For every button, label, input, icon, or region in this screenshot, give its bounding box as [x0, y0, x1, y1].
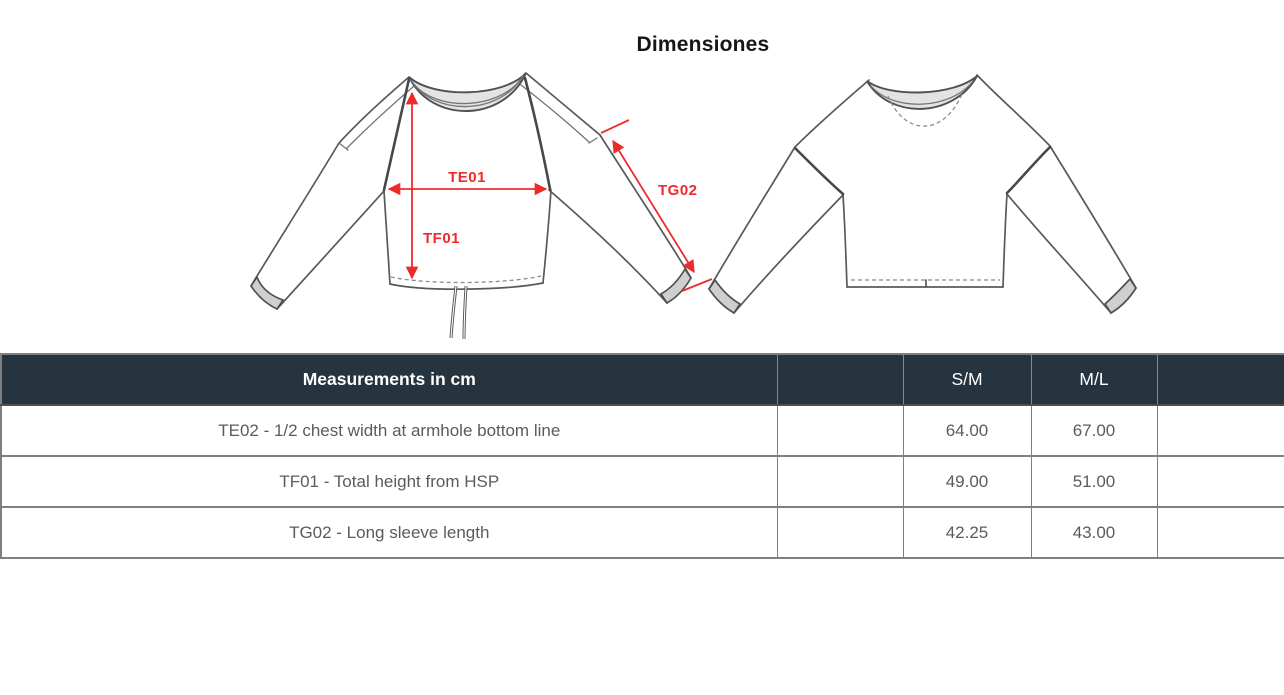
- back-left-armhole-seam: [793, 146, 845, 196]
- tg02-arrow: [612, 139, 695, 274]
- front-left-cuff: [249, 275, 285, 311]
- measurement-label: TE02 - 1/2 chest width at armhole bottom…: [0, 404, 778, 457]
- front-left-sleeve: [251, 77, 409, 309]
- value-ml: 43.00: [1030, 506, 1158, 559]
- header-measurements: Measurements in cm: [0, 353, 778, 406]
- tg02-extension-tick-bottom: [681, 278, 713, 292]
- back-torso: [795, 75, 1050, 287]
- header-size-sm: S/M: [902, 353, 1032, 406]
- table-row: TE02 - 1/2 chest width at armhole bottom…: [0, 404, 1284, 457]
- measurements-table: Measurements in cm S/M M/L TE02 - 1/2 ch…: [0, 353, 1284, 559]
- back-right-armhole-seam: [1005, 145, 1052, 195]
- header-blank-1: [776, 353, 904, 406]
- front-view-drawing: [249, 72, 693, 340]
- value-sm: 64.00: [902, 404, 1032, 457]
- back-left-sleeve: [709, 147, 843, 313]
- blank-cell: [776, 506, 904, 559]
- front-right-raglan-seam: [523, 76, 552, 191]
- table-header-row: Measurements in cm S/M M/L: [0, 353, 1284, 406]
- table-row: TG02 - Long sleeve length 42.25 43.00: [0, 506, 1284, 559]
- value-sm: 42.25: [902, 506, 1032, 559]
- measurement-annotations: TE01 TF01 TG02: [387, 91, 713, 292]
- back-right-sleeve: [1007, 146, 1136, 313]
- back-left-cuff: [707, 278, 742, 315]
- blank-cell: [776, 455, 904, 508]
- measurement-label: TF01 - Total height from HSP: [0, 455, 778, 508]
- back-neck-facing-stitch: [887, 93, 963, 127]
- value-ml: 67.00: [1030, 404, 1158, 457]
- table-row: TF01 - Total height from HSP 49.00 51.00: [0, 455, 1284, 508]
- tg02-extension-tick-top: [600, 119, 630, 134]
- blank-cell: [1156, 506, 1284, 559]
- value-ml: 51.00: [1030, 455, 1158, 508]
- blank-cell: [776, 404, 904, 457]
- drawstring-cords: [449, 285, 468, 340]
- garment-diagram: TE01 TF01 TG02: [249, 72, 1138, 340]
- front-hem-stitch: [390, 275, 542, 284]
- measurement-label: TG02 - Long sleeve length: [0, 506, 778, 559]
- front-right-cuff: [659, 267, 693, 305]
- blank-cell: [1156, 455, 1284, 508]
- blank-cell: [1156, 404, 1284, 457]
- tf01-label: TF01: [423, 230, 460, 247]
- back-view-drawing: [707, 74, 1138, 315]
- value-sm: 49.00: [902, 455, 1032, 508]
- back-right-cuff: [1103, 277, 1138, 315]
- front-body: [383, 190, 391, 285]
- page-title: Dimensiones: [636, 33, 770, 56]
- header-size-ml: M/L: [1030, 353, 1158, 406]
- header-blank-2: [1156, 353, 1284, 406]
- tg02-label: TG02: [658, 182, 698, 199]
- te01-label: TE01: [448, 169, 486, 186]
